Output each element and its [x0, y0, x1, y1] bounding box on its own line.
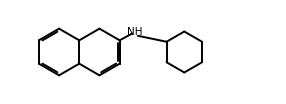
Text: NH: NH — [127, 27, 142, 37]
